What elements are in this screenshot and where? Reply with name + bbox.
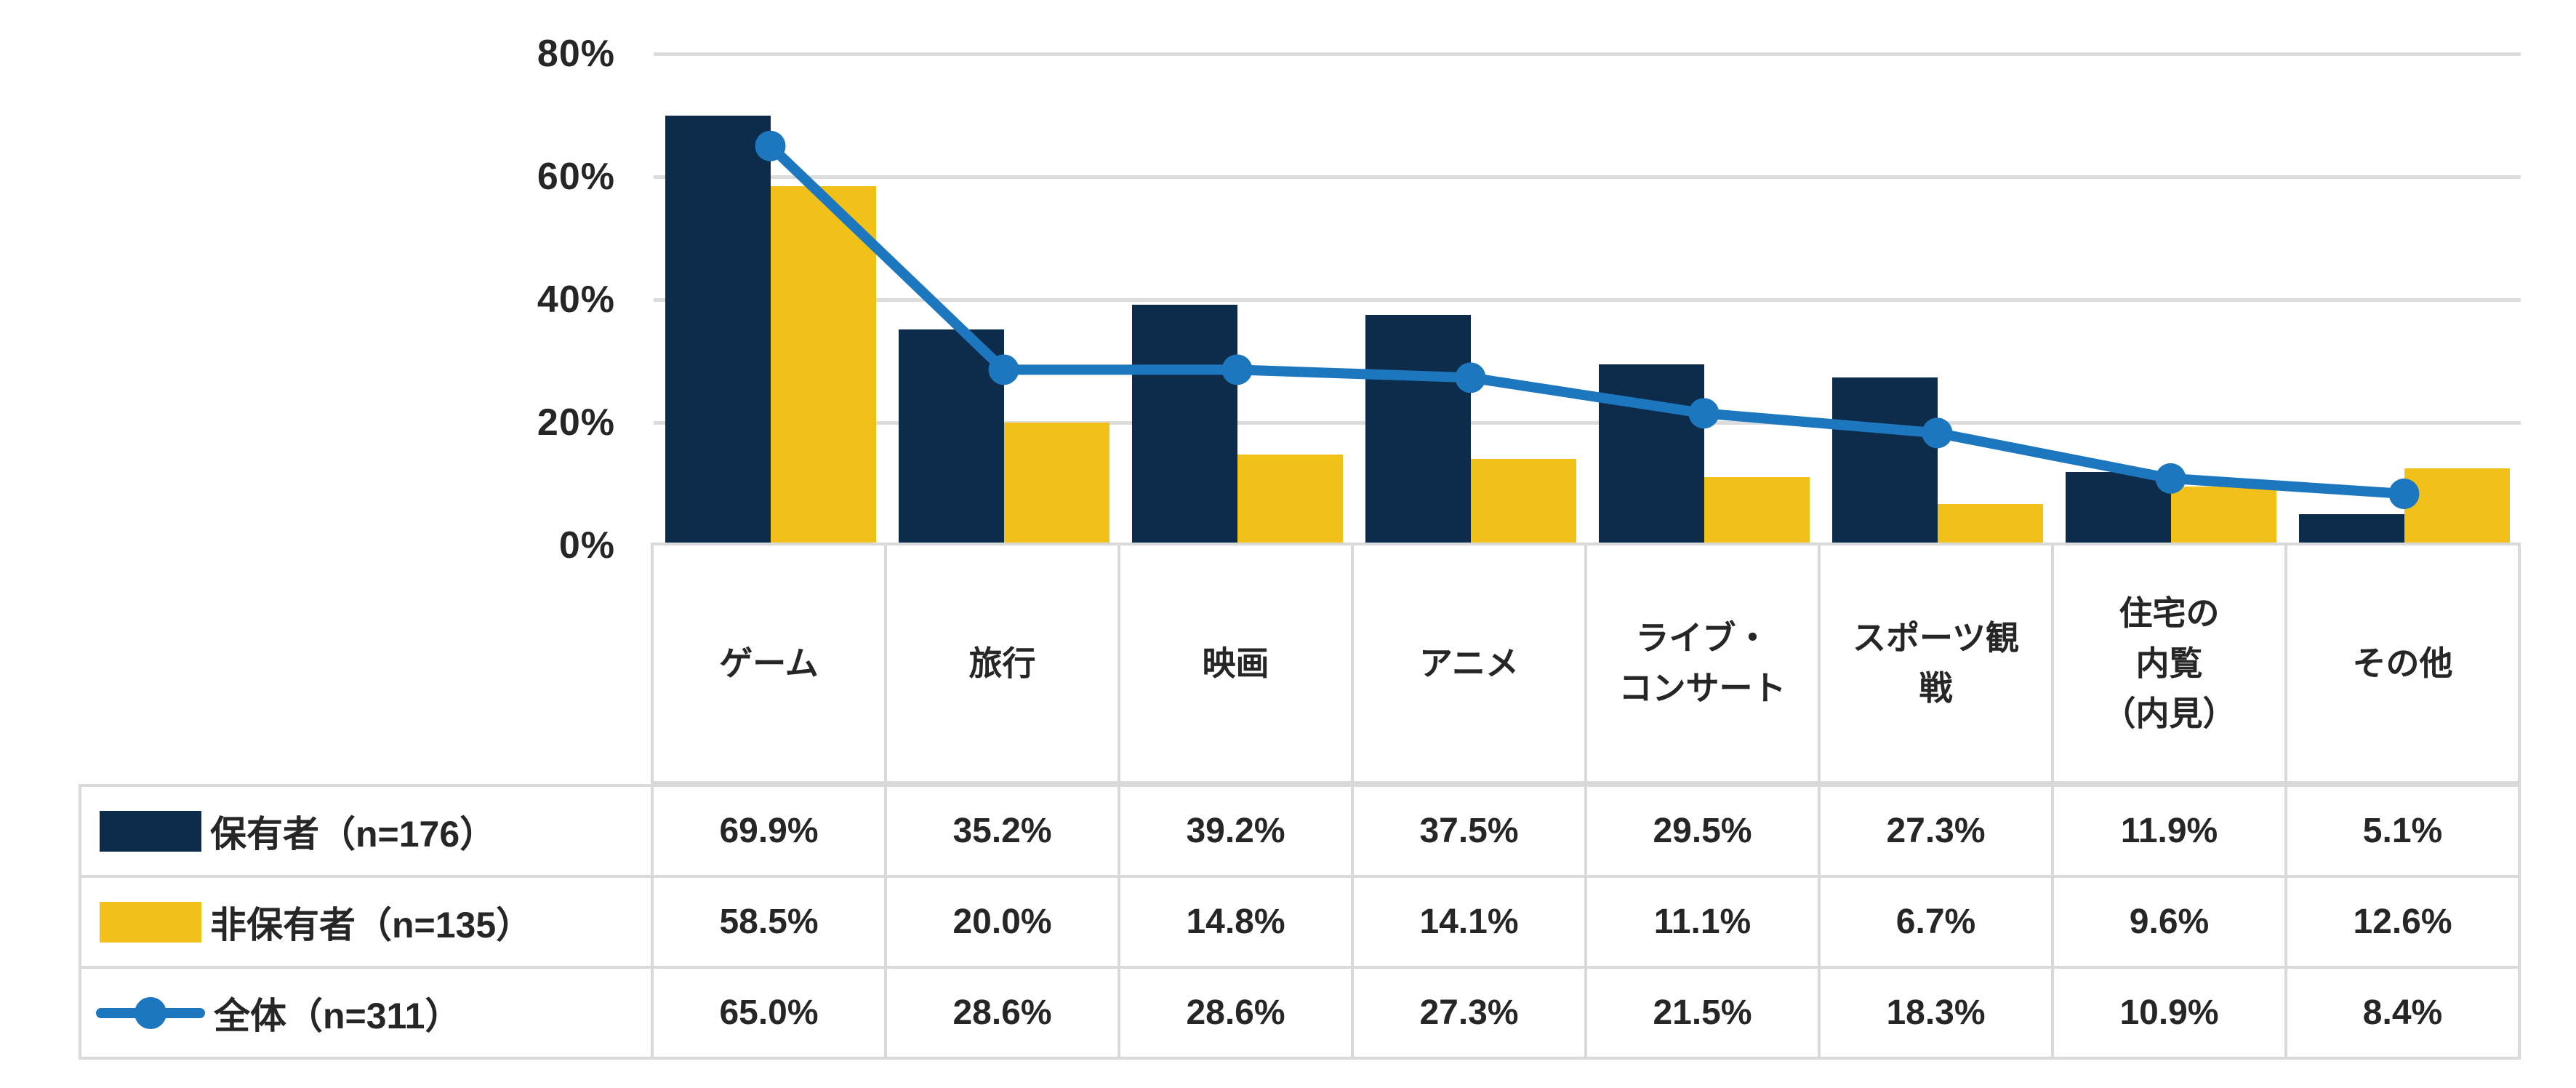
value-cell: 14.1%	[1354, 878, 1584, 966]
value-cell: 11.9%	[2054, 787, 2284, 875]
value-cell: 12.6%	[2287, 878, 2518, 966]
line-marker	[2388, 479, 2420, 510]
category-header-cell: 旅行	[887, 545, 1118, 781]
value-cell: 14.8%	[1120, 878, 1351, 966]
legend-cell: 全体（n=311）	[81, 969, 651, 1057]
value-cell: 35.2%	[887, 787, 1118, 875]
legend-line-dot	[135, 996, 166, 1029]
y-axis-tick-label: 20%	[537, 401, 615, 444]
gridline	[654, 52, 2521, 56]
line-marker	[1688, 398, 1720, 429]
value-cell: 11.1%	[1587, 878, 1818, 966]
value-cell: 9.6%	[2054, 878, 2284, 966]
value-cell: 5.1%	[2287, 787, 2518, 875]
value-cell: 20.0%	[887, 878, 1118, 966]
holder-bar	[1598, 364, 1704, 545]
value-cell: 27.3%	[1821, 787, 2051, 875]
non-holder-bar	[2404, 468, 2510, 545]
category-header-cell: 映画	[1120, 545, 1351, 781]
holder-bar	[2065, 472, 2171, 545]
holder-bar	[1831, 377, 1938, 545]
value-cell: 6.7%	[1821, 878, 2051, 966]
value-cell: 28.6%	[887, 969, 1118, 1057]
value-cell: 37.5%	[1354, 787, 1584, 875]
holder-bar	[2298, 513, 2404, 545]
non-holder-bar	[1470, 458, 1576, 545]
gridline	[654, 175, 2521, 179]
y-axis-tick-label: 80%	[537, 33, 615, 75]
gridline	[654, 298, 2521, 302]
non-holder-bar	[1003, 423, 1110, 545]
legend-bar-swatch	[100, 901, 201, 943]
legend-cell: 非保有者（n=135）	[81, 878, 651, 966]
non-holder-bar	[1237, 454, 1343, 545]
total-line-layer	[755, 130, 2420, 510]
non-holder-bar	[2170, 486, 2276, 545]
category-header-cell: アニメ	[1354, 545, 1584, 781]
value-cell: 69.9%	[654, 787, 884, 875]
y-axis-tick-label: 60%	[537, 156, 615, 198]
value-cell: 18.3%	[1821, 969, 2051, 1057]
legend-line-swatch	[96, 993, 205, 1033]
line-marker	[1455, 362, 1486, 393]
legend-bar-swatch	[100, 810, 201, 852]
legend-series-label: 非保有者（n=135）	[210, 904, 533, 945]
y-axis-tick-label: 0%	[558, 524, 615, 567]
holder-bar	[898, 329, 1004, 545]
value-cell: 21.5%	[1587, 969, 1818, 1057]
gridline	[654, 421, 2521, 425]
plot-area	[654, 0, 2521, 545]
value-cell: 10.9%	[2054, 969, 2284, 1057]
legend-cell: 保有者（n=176）	[81, 787, 651, 875]
non-holder-bar	[1704, 477, 1810, 545]
value-cell: 29.5%	[1587, 787, 1818, 875]
y-axis: 80% 60% 40% 20% 0%	[0, 0, 615, 567]
line-marker	[988, 354, 1019, 385]
non-holder-bar	[1937, 504, 2043, 545]
category-header-cell: その他	[2287, 545, 2518, 781]
holder-bar	[1131, 304, 1237, 545]
total-line	[766, 142, 2404, 500]
non-holder-bar	[770, 185, 876, 545]
holder-bar	[1365, 315, 1471, 545]
holder-bar	[665, 116, 771, 545]
category-header-cell: ライブ・ コンサート	[1587, 545, 1818, 781]
value-cell: 8.4%	[2287, 969, 2518, 1057]
data-table: 保有者（n=176） 69.9% 35.2% 39.2% 37.5% 29.5% 27.3%…	[79, 784, 2521, 1060]
y-axis-tick-label: 40%	[537, 279, 615, 321]
value-cell: 27.3%	[1354, 969, 1584, 1057]
line-marker	[755, 130, 786, 161]
category-header-cell: スポーツ観 戦	[1821, 545, 2051, 781]
category-header-cell: 住宅の 内覧 （内見）	[2054, 545, 2284, 781]
line-marker	[1922, 417, 1953, 449]
category-header-cell: ゲーム	[654, 545, 884, 781]
value-cell: 28.6%	[1120, 969, 1351, 1057]
value-cell: 58.5%	[654, 878, 884, 966]
category-header-row: ゲーム 旅行 映画 アニメ ライブ・ コンサート スポーツ観 戦住宅の 内覧 （内見） その…	[651, 543, 2521, 784]
legend-series-label: 保有者（n=176）	[210, 813, 497, 855]
legend-series-label: 全体（n=311）	[214, 995, 462, 1036]
line-marker	[1221, 354, 1253, 385]
line-marker	[2155, 463, 2186, 494]
value-cell: 65.0%	[654, 969, 884, 1057]
value-cell: 39.2%	[1120, 787, 1351, 875]
